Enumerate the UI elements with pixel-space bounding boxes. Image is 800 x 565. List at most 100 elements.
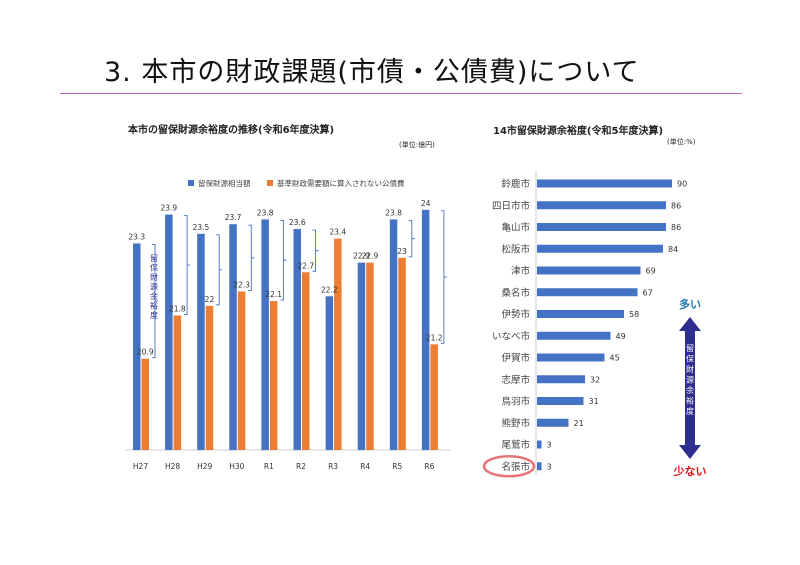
arrow-label-char: 財 xyxy=(686,364,694,374)
x-tick-R6: R6 xyxy=(424,462,434,471)
city-value-2: 86 xyxy=(671,201,681,210)
reserve-bracket-H30 xyxy=(248,224,255,291)
city-label-4: 松阪市 xyxy=(501,243,530,255)
city-bar-13 xyxy=(537,440,542,449)
value-label-R3-debt: 23.4 xyxy=(329,228,346,237)
arrow-label-char: 源 xyxy=(686,376,694,385)
reserve-bracket-H28 xyxy=(184,215,191,315)
bar-H27-debt xyxy=(141,358,149,450)
title-divider xyxy=(60,93,742,94)
right-chart-unit: (単位:%) xyxy=(667,138,696,146)
city-label-10: 志摩市 xyxy=(501,374,530,386)
bar-R2-debt xyxy=(302,272,310,450)
value-label-H29-debt: 22 xyxy=(205,295,215,304)
value-label-R3-reserve: 22.2 xyxy=(321,285,338,294)
x-tick-H30: H30 xyxy=(229,462,244,471)
city-bar-12 xyxy=(537,418,569,427)
city-label-13: 尾鷲市 xyxy=(501,439,530,451)
city-value-13: 3 xyxy=(547,441,552,450)
arrow-label-char: 裕 xyxy=(686,396,694,406)
city-bar-7 xyxy=(537,310,624,318)
city-bar-9 xyxy=(537,353,605,362)
legend-label-blue: 留保財源相当額 xyxy=(198,178,251,188)
trend-bar-chart: 留保財源相当額 基準財政需要額に算入されない公債費 留保財源余裕度 23.3 20… xyxy=(126,178,450,471)
slide-title: 3. 本市の財政課題(市債・公債費)について xyxy=(104,57,640,88)
scale-arrow-graphic: 多い 留保財源余裕度 少ない xyxy=(673,297,707,478)
bar-H27-reserve xyxy=(133,243,141,450)
city-label-5: 津市 xyxy=(511,265,531,277)
bar-R4-debt xyxy=(366,262,374,450)
bar-H30-debt xyxy=(237,291,246,450)
city-value-5: 69 xyxy=(646,267,656,276)
annotation-char: 裕 xyxy=(150,301,158,311)
right-chart-title: 14市留保財源余裕度(令和5年度決算) xyxy=(493,126,664,137)
city-ranking-bar-chart: 90 鈴鹿市 86 四日市市 86 亀山市 84 松阪市 69 津市 67 桑名市 58 伊勢市 49 いなべ… xyxy=(482,171,687,478)
city-value-1: 90 xyxy=(677,180,687,189)
legend-swatch-orange xyxy=(267,180,273,186)
bar-R1-debt xyxy=(269,301,278,450)
value-label-R5-debt: 23 xyxy=(397,247,407,256)
arrow-axis-label: 留保財源余裕度 xyxy=(686,343,694,416)
x-tick-R5: R5 xyxy=(392,462,402,471)
city-label-8: いなべ市 xyxy=(492,330,531,342)
legend-swatch-blue xyxy=(188,180,194,186)
bar-R5-debt xyxy=(398,257,406,450)
x-tick-H27: H27 xyxy=(133,462,148,471)
x-tick-H28: H28 xyxy=(165,462,180,471)
city-value-11: 31 xyxy=(589,397,599,406)
reserve-margin-annotation: 留保財源余裕度 xyxy=(150,253,158,320)
city-value-8: 49 xyxy=(616,332,626,341)
value-label-R4-debt: 22.9 xyxy=(362,252,379,261)
city-bar-4 xyxy=(537,244,663,253)
arrow-label-char: 余 xyxy=(686,385,694,395)
city-label-12: 熊野市 xyxy=(501,417,530,429)
x-tick-R1: R1 xyxy=(264,462,274,471)
left-chart-title: 本市の留保財源余裕度の推移(令和6年度決算) xyxy=(128,125,335,136)
annotation-char: 余 xyxy=(150,291,158,301)
value-label-R5-reserve: 23.8 xyxy=(385,208,402,217)
value-label-H28-reserve: 23.9 xyxy=(160,204,177,213)
bar-H28-debt xyxy=(173,315,182,450)
city-label-1: 鈴鹿市 xyxy=(501,178,530,190)
bar-R2-reserve xyxy=(293,229,301,450)
annotation-char: 財 xyxy=(150,272,158,282)
arrow-label-char: 保 xyxy=(686,354,694,364)
annotation-char: 度 xyxy=(150,310,158,320)
city-value-7: 58 xyxy=(629,310,639,319)
city-value-10: 32 xyxy=(590,375,600,384)
reserve-bracket-H29 xyxy=(216,234,223,306)
city-label-14: 名張市 xyxy=(501,461,530,473)
city-value-6: 67 xyxy=(643,288,653,297)
more-label: 多い xyxy=(679,297,701,311)
city-bar-14 xyxy=(537,462,542,471)
double-arrow-icon xyxy=(679,317,701,459)
x-tick-R3: R3 xyxy=(328,462,338,471)
x-tick-R4: R4 xyxy=(360,462,370,471)
bar-R6-reserve xyxy=(421,209,430,450)
value-label-R2-reserve: 23.6 xyxy=(289,218,306,227)
value-label-R6-reserve: 24 xyxy=(421,199,431,208)
city-bar-11 xyxy=(537,397,584,405)
x-tick-R2: R2 xyxy=(296,462,306,471)
value-label-H27-debt: 20.9 xyxy=(137,348,154,357)
bar-R3-debt xyxy=(334,238,342,450)
value-label-R1-debt: 22.1 xyxy=(265,290,282,299)
city-label-3: 亀山市 xyxy=(501,222,530,234)
city-bar-10 xyxy=(537,375,585,384)
value-label-H30-reserve: 23.7 xyxy=(225,213,242,222)
value-label-R6-debt: 21.2 xyxy=(426,333,443,342)
value-label-R1-reserve: 23.8 xyxy=(257,208,274,217)
city-value-14: 3 xyxy=(547,462,552,471)
city-label-2: 四日市市 xyxy=(492,200,531,212)
city-value-3: 86 xyxy=(671,223,681,232)
value-label-R4-reserve: 22.9 xyxy=(353,252,370,261)
bar-R1-reserve xyxy=(261,219,269,450)
city-bar-8 xyxy=(537,331,611,340)
left-chart-unit: (単位:億円) xyxy=(399,141,435,149)
city-label-9: 伊賀市 xyxy=(501,352,530,364)
value-label-R2-debt: 22.7 xyxy=(297,261,314,270)
reserve-bracket-R5 xyxy=(408,219,415,258)
city-value-9: 45 xyxy=(610,354,620,363)
value-label-H29-reserve: 23.5 xyxy=(193,223,210,232)
reserve-bracket-R2 xyxy=(312,229,319,272)
